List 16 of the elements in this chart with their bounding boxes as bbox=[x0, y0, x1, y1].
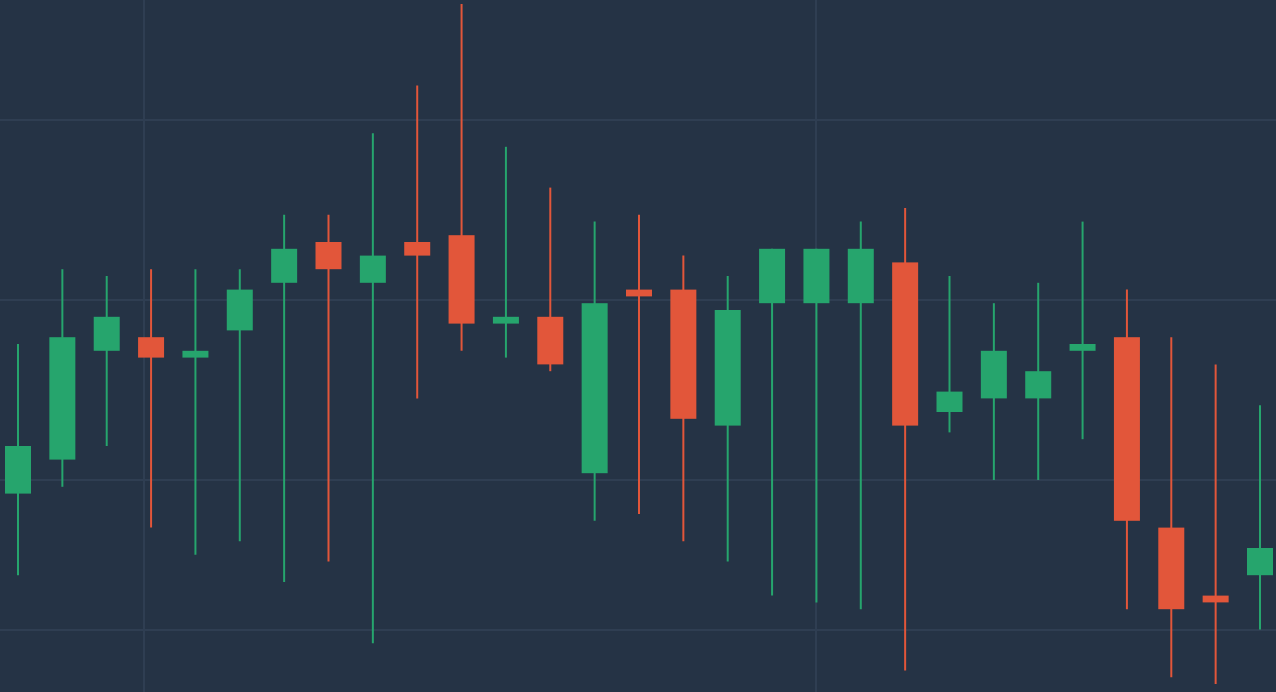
candlestick bbox=[980, 302, 1007, 481]
candlestick bbox=[404, 84, 431, 400]
candlestick bbox=[936, 275, 963, 434]
candlestick bbox=[5, 343, 31, 577]
candlestick bbox=[492, 145, 519, 359]
candlestick bbox=[182, 268, 209, 556]
candlestick bbox=[537, 186, 564, 373]
candlestick bbox=[138, 268, 165, 529]
candlestick bbox=[226, 268, 253, 543]
candlestick bbox=[315, 213, 342, 563]
candlestick bbox=[1247, 404, 1273, 631]
candlestick bbox=[93, 275, 120, 447]
candlestick bbox=[1069, 220, 1096, 441]
candlestick bbox=[359, 132, 386, 645]
candlestick bbox=[1025, 281, 1052, 481]
candlestick bbox=[271, 213, 298, 583]
